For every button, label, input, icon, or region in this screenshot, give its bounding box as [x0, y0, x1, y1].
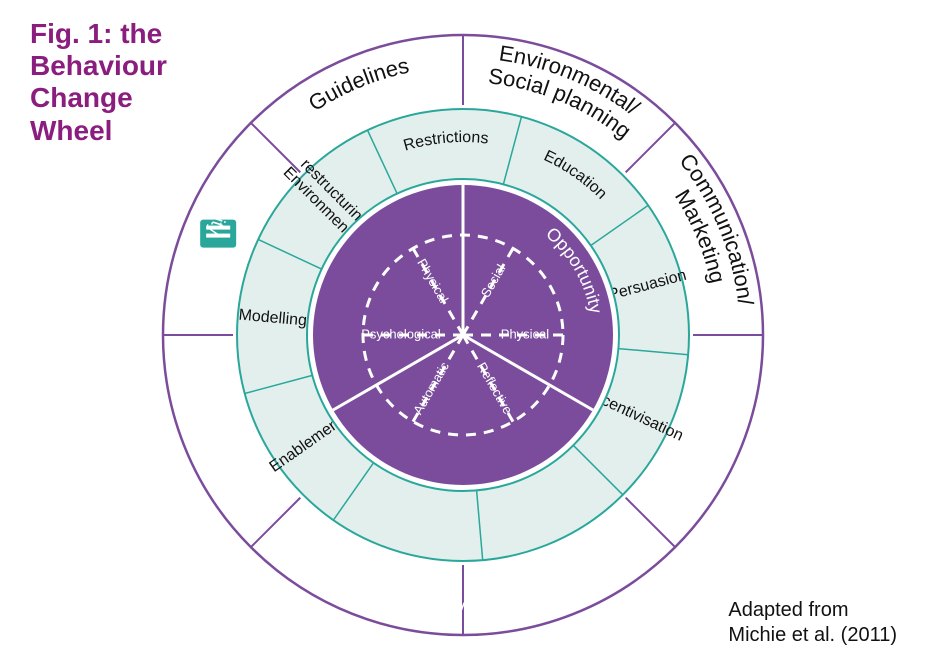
attribution: Adapted from Michie et al. (2011) — [728, 598, 897, 648]
attribution-line: Adapted from — [728, 599, 848, 621]
attribution-line: Michie et al. (2011) — [728, 624, 897, 646]
com-sub-label: Physical — [501, 326, 550, 341]
com-sub-label: Psychological — [361, 326, 441, 341]
behaviour-change-wheel: GuidelinesEnvironmental/Social planningC… — [0, 0, 927, 670]
